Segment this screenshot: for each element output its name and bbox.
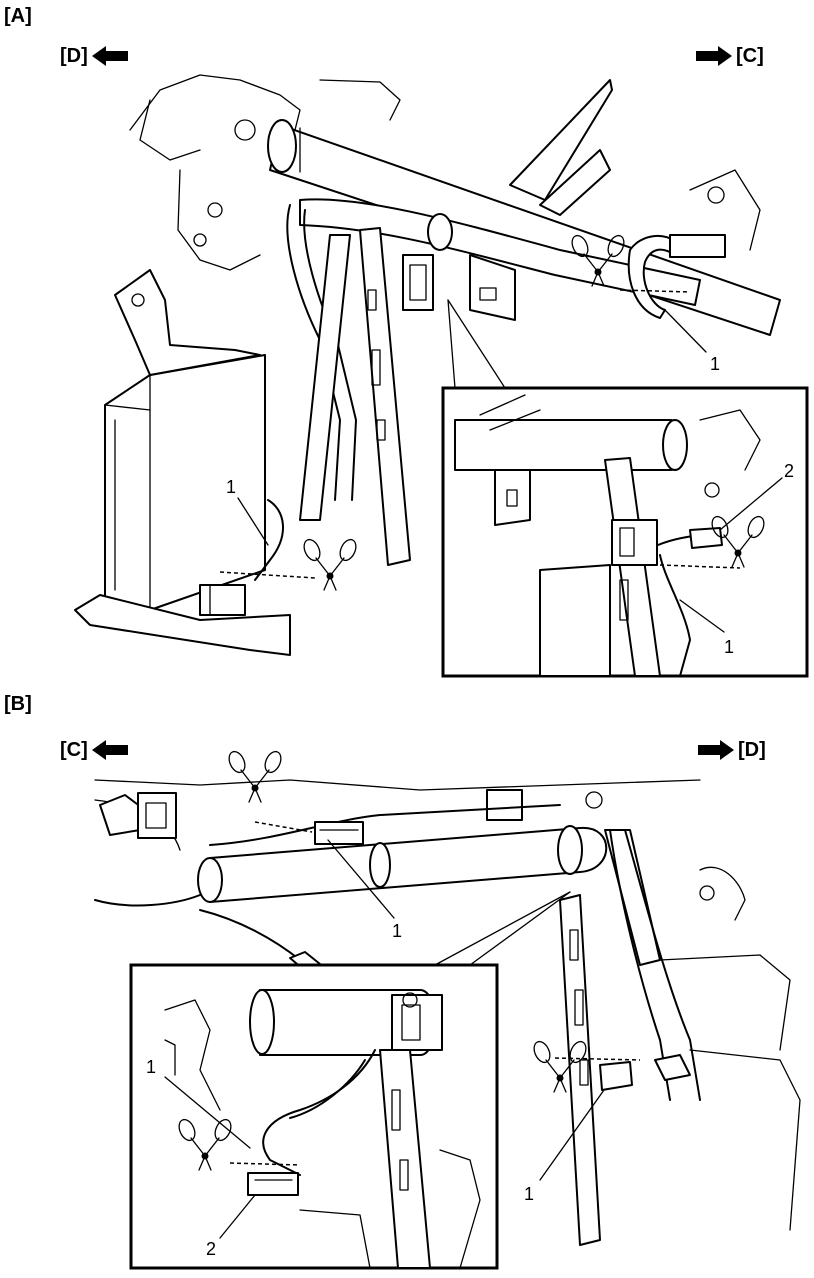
direction-right-a: [C] (696, 46, 764, 66)
direction-left-a: [D] (60, 46, 128, 66)
callout-b-inset-2: 2 (206, 1239, 217, 1259)
callout-a-inset-2: 2 (784, 461, 795, 481)
arrow-left-icon (91, 46, 128, 66)
arrow-right-icon (698, 740, 734, 760)
callout-b-inset-1: 1 (146, 1057, 157, 1077)
direction-label: [D] (738, 739, 766, 761)
arrow-left-icon (91, 740, 128, 760)
inset-b-art (164, 989, 481, 1269)
callout-a-inset-1: 1 (724, 637, 735, 657)
direction-label: [C] (60, 739, 88, 761)
direction-left-b: [C] (60, 740, 128, 760)
section-a-art (74, 74, 809, 678)
callout-b-main-1-right: 1 (524, 1184, 535, 1204)
section-label-b: [B] (4, 693, 32, 715)
callout-a-main-1-left: 1 (226, 477, 237, 497)
inset-a-art (454, 394, 783, 677)
direction-label: [C] (736, 45, 764, 67)
direction-right-b: [D] (698, 740, 766, 760)
direction-label: [D] (60, 45, 88, 67)
section-label-a: [A] (4, 5, 32, 27)
arrow-right-icon (696, 46, 732, 66)
callout-b-main-1-top: 1 (392, 921, 403, 941)
callout-a-main-1-top: 1 (710, 354, 721, 374)
section-b-art (94, 748, 801, 1270)
